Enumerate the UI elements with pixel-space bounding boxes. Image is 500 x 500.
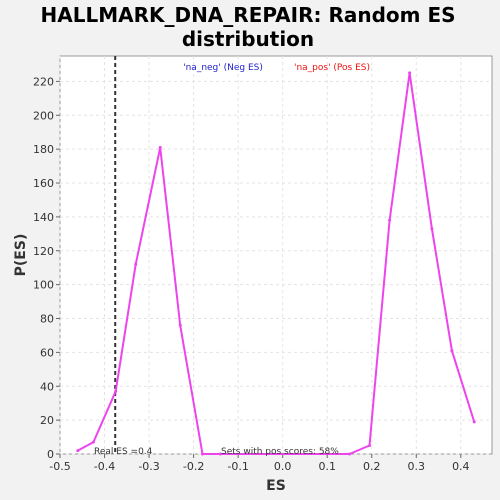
pos-scores-annotation: Sets with pos scores: 58% — [221, 447, 339, 457]
x-axis: -0.5 -0.4 -0.3 -0.2 -0.1 0.0 0.1 0.2 0.3 0.4 — [49, 454, 470, 473]
es-data-point — [450, 349, 454, 353]
legend-pos: 'na_pos' (Pos ES) — [294, 63, 370, 73]
y-tick-label: 220 — [33, 75, 54, 88]
y-tick-label: 20 — [40, 414, 54, 427]
chart-title-line-2: distribution — [182, 27, 314, 51]
x-axis-title: ES — [266, 478, 286, 494]
es-data-point — [76, 449, 80, 453]
chart-title-line-1: HALLMARK_DNA_REPAIR: Random ES — [40, 3, 455, 27]
y-tick-label: 160 — [33, 177, 54, 190]
es-data-point — [91, 440, 95, 444]
x-tick-label: 0.3 — [408, 460, 426, 473]
es-data-point — [134, 262, 138, 266]
legend-neg: 'na_neg' (Neg ES) — [183, 63, 263, 73]
x-tick-label: -0.5 — [49, 460, 70, 473]
y-tick-label: 140 — [33, 211, 54, 224]
x-tick-label: 0.2 — [363, 460, 381, 473]
y-tick-label: 40 — [40, 380, 54, 393]
es-data-point — [201, 452, 205, 456]
y-tick-label: 0 — [47, 448, 54, 461]
grid — [59, 56, 492, 455]
y-axis-title: P(ES) — [13, 234, 29, 277]
es-data-point — [368, 444, 372, 448]
y-tick-label: 80 — [40, 313, 54, 326]
es-data-point — [388, 218, 392, 222]
x-tick-label: -0.2 — [183, 460, 204, 473]
x-tick-label: 0.4 — [452, 460, 470, 473]
real-es-annotation: Real ES =0.4 — [94, 447, 153, 457]
y-tick-label: 100 — [33, 279, 54, 292]
x-tick-label: -0.3 — [138, 460, 159, 473]
y-tick-label: 60 — [40, 346, 54, 359]
y-tick-label: 120 — [33, 245, 54, 258]
es-data-point — [114, 389, 118, 393]
x-tick-label: 0.1 — [318, 460, 336, 473]
y-tick-label: 200 — [33, 109, 54, 122]
es-data-point — [472, 420, 476, 424]
es-data-point — [158, 145, 162, 149]
es-data-point — [408, 71, 412, 75]
x-tick-label: -0.4 — [94, 460, 115, 473]
es-data-point — [430, 227, 434, 231]
plot-area — [59, 55, 493, 455]
y-tick-label: 180 — [33, 143, 54, 156]
x-tick-label: -0.1 — [227, 460, 248, 473]
x-tick-label: 0.0 — [274, 460, 292, 473]
es-data-point — [347, 452, 351, 456]
es-data-point — [218, 452, 222, 456]
es-data-point — [178, 323, 182, 327]
series — [76, 71, 476, 456]
y-axis: 0 20 40 60 80 100 120 140 160 180 200 220 — [33, 75, 60, 461]
